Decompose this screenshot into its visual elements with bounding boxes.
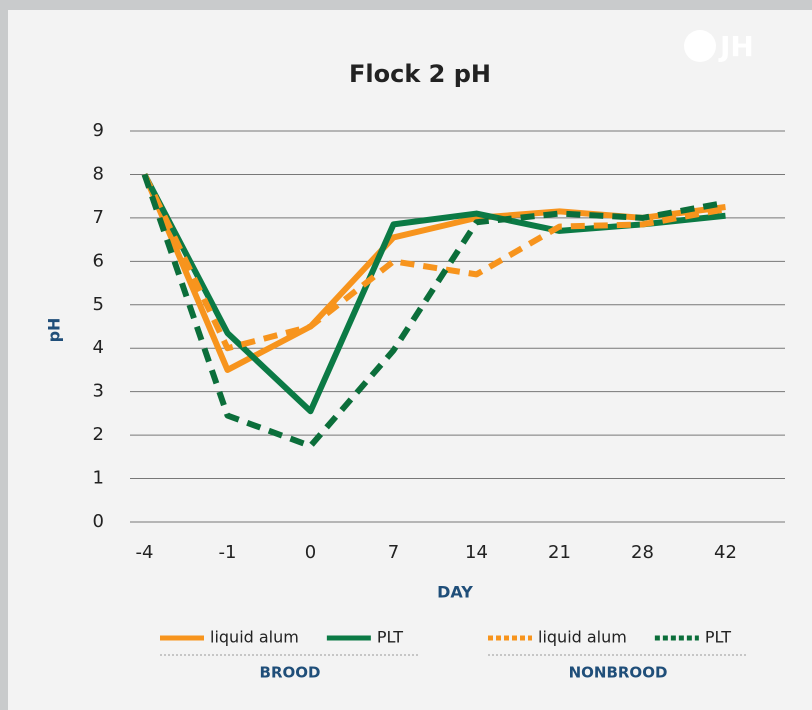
x-tick-label: -1 [219, 542, 237, 563]
y-tick-label: 0 [93, 511, 104, 532]
x-tick-label: -4 [136, 542, 154, 563]
y-tick-label: 2 [93, 424, 104, 445]
y-tick-label: 1 [93, 468, 104, 489]
y-tick-label: 9 [93, 120, 104, 141]
y-tick-label: 3 [93, 381, 104, 402]
y-tick-label: 4 [93, 337, 104, 358]
y-tick-label: 8 [93, 163, 104, 184]
legend-group-label: NONBROOD [569, 664, 668, 682]
x-tick-label: 21 [548, 542, 571, 563]
y-tick-label: 6 [93, 250, 104, 271]
legend-label: liquid alum [210, 628, 299, 647]
legend-label: PLT [377, 628, 403, 647]
panel [8, 10, 812, 710]
y-axis-label: pH [45, 318, 64, 343]
x-tick-label: 7 [388, 542, 399, 563]
logo-icon [684, 30, 716, 62]
x-tick-label: 0 [305, 542, 316, 563]
logo: JH [718, 30, 754, 63]
chart-title: Flock 2 pH [349, 60, 491, 88]
x-axis-label: DAY [437, 583, 473, 602]
chart: Flock 2 pH JH pH DAY 0 1 2 3 4 5 6 7 8 9 -4 -1 0 7 14 2… [0, 0, 812, 710]
legend-label: PLT [705, 628, 731, 647]
x-tick-label: 42 [714, 542, 737, 563]
x-tick-label: 14 [465, 542, 488, 563]
y-tick-label: 7 [93, 207, 104, 228]
x-tick-label: 28 [631, 542, 654, 563]
legend-label: liquid alum [538, 628, 627, 647]
legend-group-label: BROOD [260, 664, 321, 682]
y-tick-label: 5 [93, 294, 104, 315]
